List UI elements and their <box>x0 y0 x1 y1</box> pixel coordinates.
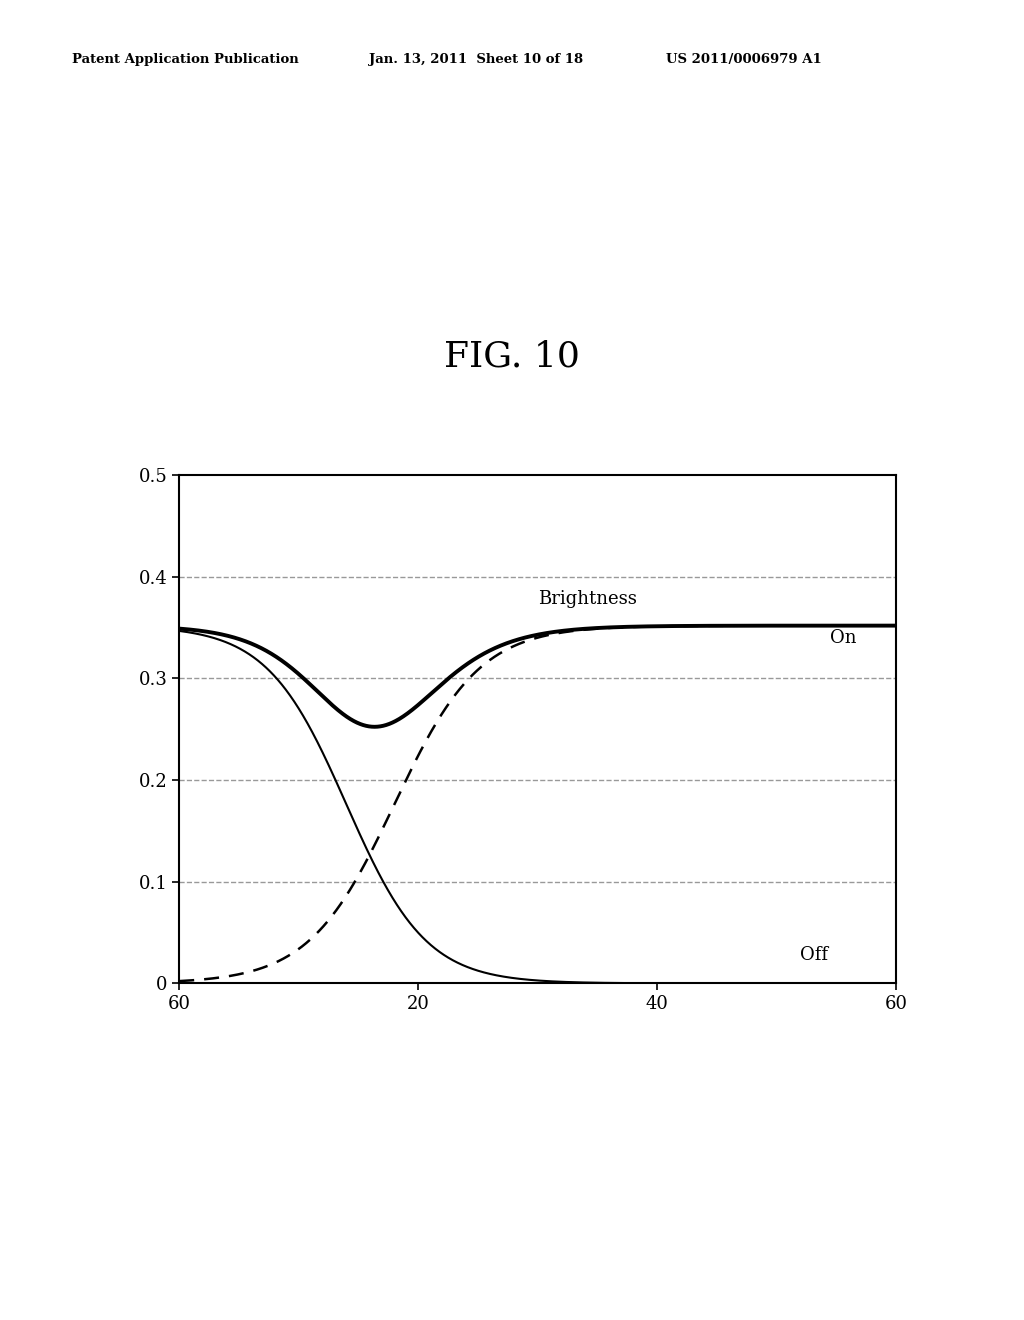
Text: Brightness: Brightness <box>538 590 637 609</box>
Text: US 2011/0006979 A1: US 2011/0006979 A1 <box>666 53 821 66</box>
Text: Jan. 13, 2011  Sheet 10 of 18: Jan. 13, 2011 Sheet 10 of 18 <box>369 53 583 66</box>
Text: Off: Off <box>801 946 828 964</box>
Text: On: On <box>830 628 857 647</box>
Text: FIG. 10: FIG. 10 <box>444 339 580 374</box>
Text: Patent Application Publication: Patent Application Publication <box>72 53 298 66</box>
